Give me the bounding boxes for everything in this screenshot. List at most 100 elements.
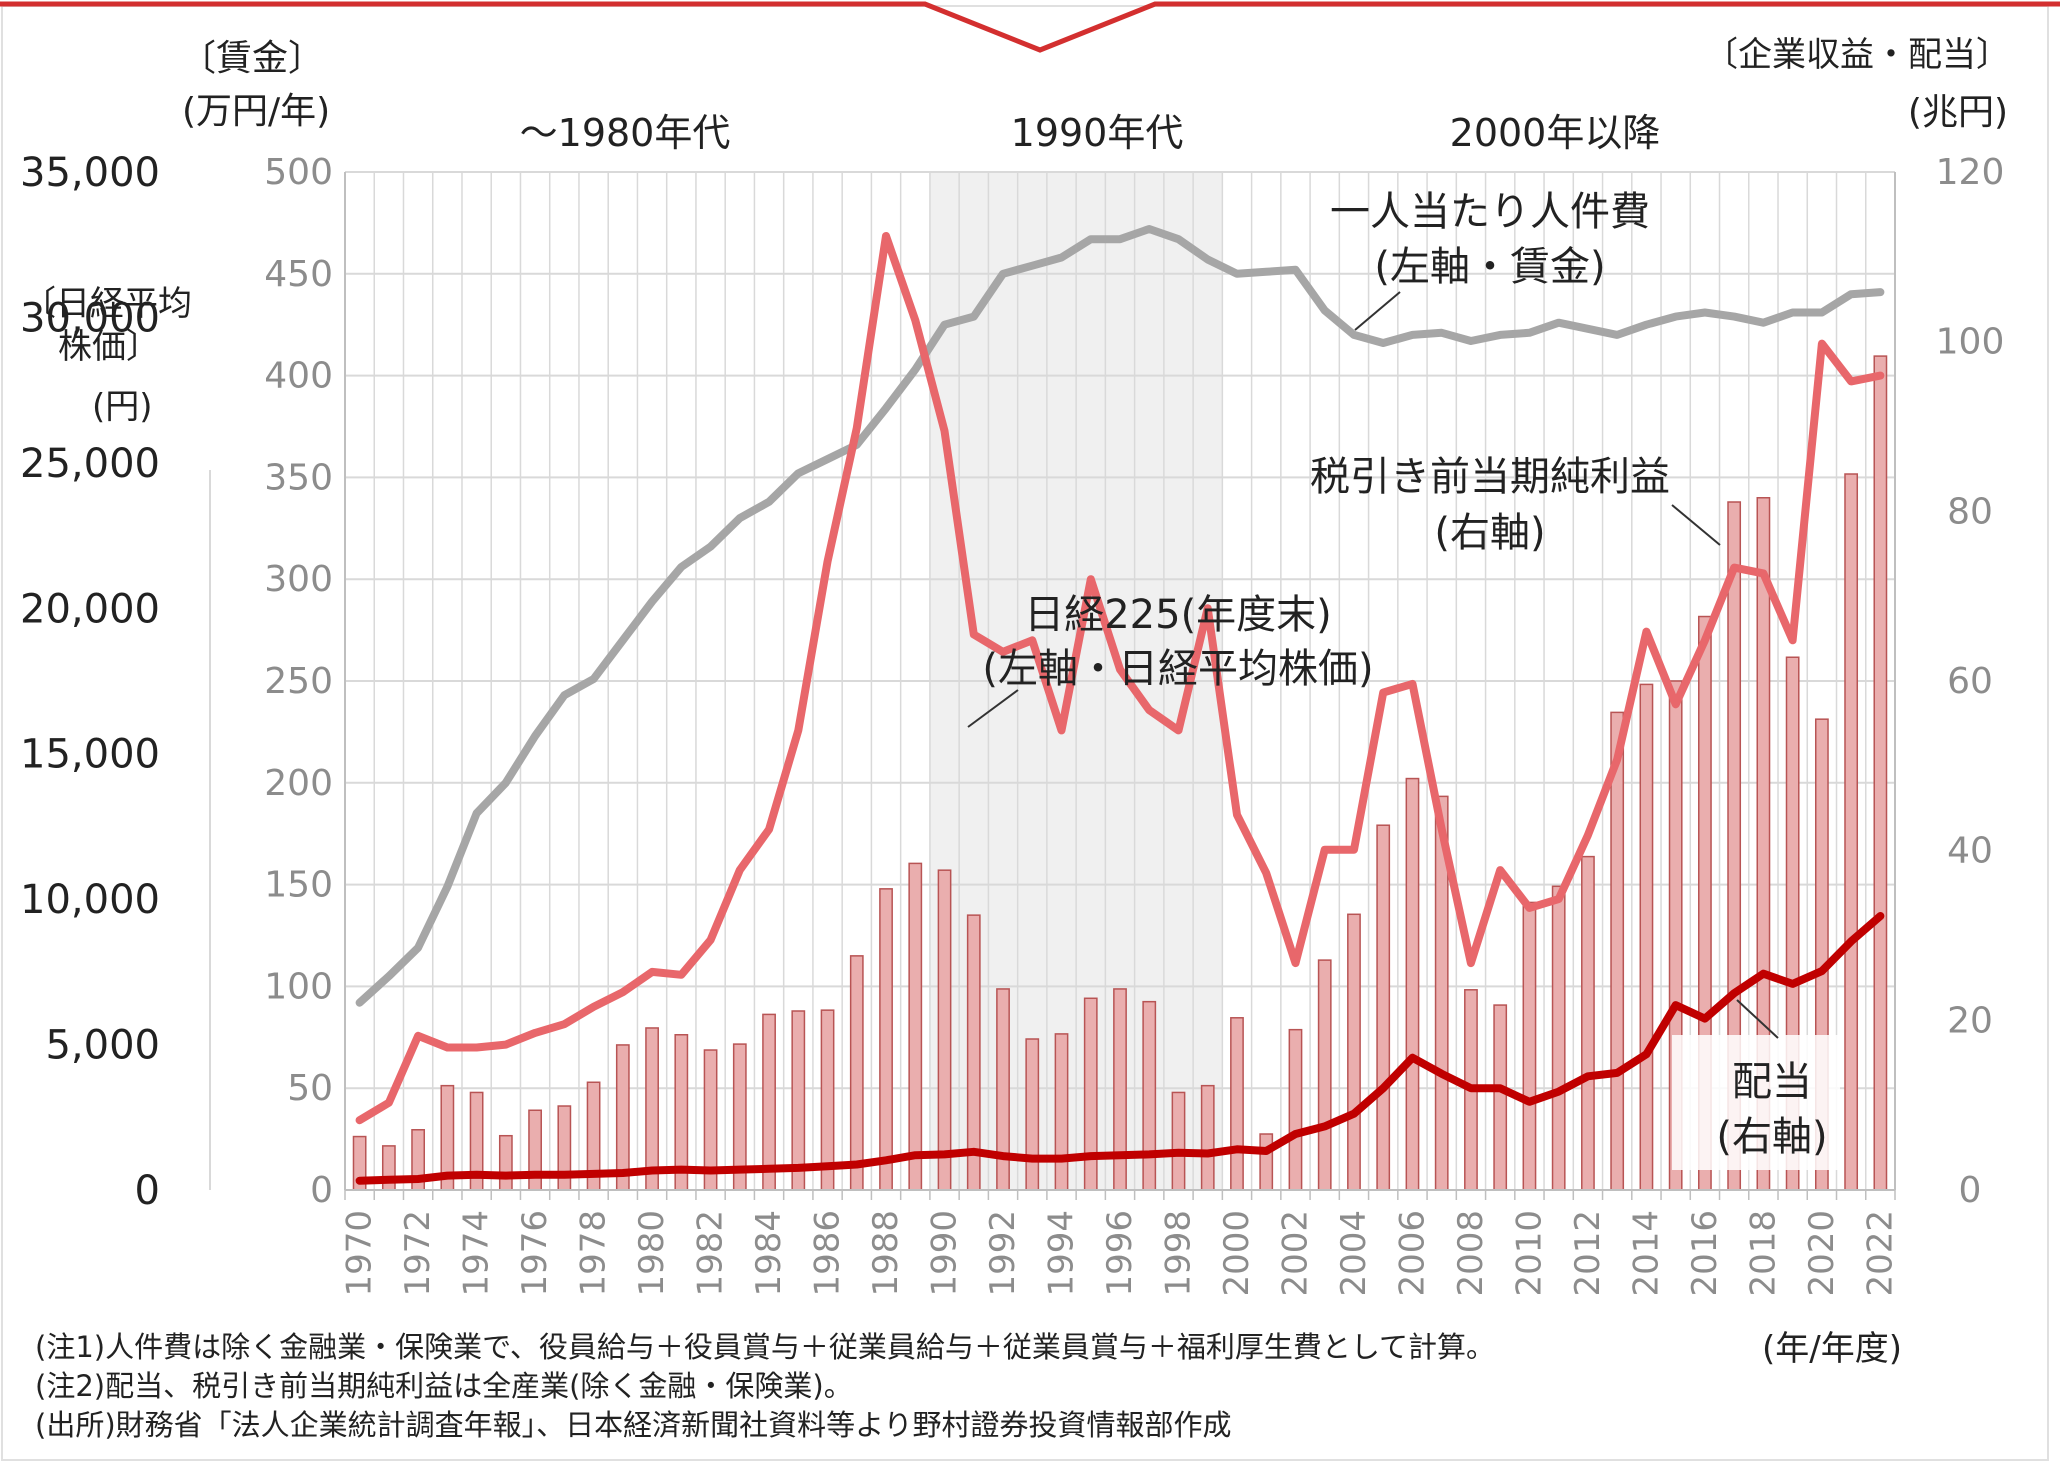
- profit-bar-2004: [1347, 913, 1361, 1191]
- profit-bar-2005: [1376, 824, 1391, 1191]
- annotation-wage-leader: [1354, 291, 1401, 331]
- wage-tick-label: 50: [287, 1068, 333, 1109]
- profit-bar-2009: [1493, 1004, 1508, 1191]
- annotation-dividend-1: 配当: [1732, 1059, 1812, 1105]
- profit-bar-1987: [849, 955, 864, 1191]
- profit-bar-1994: [1054, 1033, 1069, 1191]
- right-tick-label: 0: [1959, 1170, 1982, 1211]
- profit-bar-1985: [791, 1010, 806, 1191]
- annotation-nikkei-2: (左軸・日経平均株価): [982, 646, 1373, 692]
- x-tick-label: 2022: [1860, 1210, 1900, 1297]
- x-tick-label: 1990: [925, 1210, 965, 1297]
- profit-bar-2011: [1551, 885, 1566, 1191]
- x-tick-label: 1988: [866, 1210, 906, 1297]
- x-tick-label: 2000: [1217, 1210, 1257, 1297]
- right-tick-label: 100: [1936, 322, 2005, 363]
- left-axis-title-nikkei-1: 〔日経平均: [22, 284, 192, 324]
- profit-bar-1989: [908, 862, 923, 1191]
- profit-bar-1993: [1025, 1038, 1040, 1191]
- profit-bar-1999: [1200, 1084, 1215, 1191]
- wage-tick-label: 400: [264, 356, 333, 397]
- x-tick-label: 2006: [1392, 1210, 1432, 1297]
- top-frame-line: [0, 1, 2060, 53]
- x-tick-label: 1998: [1158, 1210, 1198, 1297]
- x-tick-label: 2014: [1626, 1210, 1666, 1297]
- nikkei-tick-label: 25,000: [20, 441, 160, 487]
- note-source: (出所)財務省「法人企業統計調査年報」、日本経済新聞社資料等より野村證券投資情報…: [35, 1408, 1232, 1442]
- nikkei-tick-label: 0: [135, 1168, 160, 1214]
- profit-bar-1995: [1083, 997, 1098, 1191]
- nikkei-tick-label: 30,000: [20, 295, 160, 341]
- wage-tick-label: 500: [264, 152, 333, 193]
- annotation-dividend-2: (右軸): [1716, 1114, 1827, 1160]
- x-tick-label: 2020: [1802, 1210, 1842, 1297]
- profit-bar-1984: [762, 1013, 776, 1191]
- wage-tick-label: 350: [264, 457, 333, 498]
- nikkei-line: [355, 232, 1885, 1125]
- dividend-line: [355, 912, 1885, 1185]
- x-tick-label: 2012: [1568, 1210, 1608, 1297]
- right-tick-label: 120: [1936, 152, 2005, 193]
- left-axis-title-wage: 〔賃金〕: [180, 38, 324, 79]
- annotation-dividend-leader: [1736, 999, 1779, 1039]
- x-tick-label: 1976: [515, 1210, 555, 1297]
- note-2: (注2)配当、税引き前当期純利益は全産業(除く金融・保険業)。: [35, 1369, 853, 1403]
- profit-bar-2013: [1610, 711, 1625, 1191]
- era-label-2000s: 2000年以降: [1450, 111, 1661, 155]
- right-tick-label: 60: [1947, 661, 1993, 702]
- profit-bar-2010: [1522, 901, 1537, 1191]
- wage-tick-label: 450: [264, 254, 333, 295]
- x-tick-label: 2018: [1743, 1210, 1783, 1297]
- right-tick-label: 80: [1947, 491, 1993, 532]
- annotation-wage-1: 一人当たり人件費: [1330, 189, 1650, 235]
- nikkei-tick-label: 10,000: [20, 877, 160, 923]
- profit-bar-1979: [615, 1044, 630, 1191]
- x-tick-label: 2004: [1334, 1210, 1374, 1297]
- x-tick-label: 1972: [398, 1210, 438, 1297]
- right-axis-title: 〔企業収益・配当〕: [1704, 35, 2010, 75]
- line-series: [355, 225, 1885, 1185]
- annotation-profit-leader: [1671, 504, 1721, 546]
- nikkei-tick-label: 20,000: [20, 586, 160, 632]
- profit-bar-1997: [1142, 1000, 1157, 1191]
- wage-tick-label: 100: [264, 966, 333, 1007]
- profit-bar-2012: [1581, 855, 1595, 1191]
- nikkei-tick-label: 35,000: [20, 150, 160, 196]
- left-axis-unit-nikkei: (円): [92, 387, 153, 427]
- right-axis-unit: (兆円): [1908, 92, 2008, 133]
- x-tick-label: 1996: [1100, 1210, 1140, 1297]
- wage-tick-label: 150: [264, 865, 333, 906]
- x-tick-label: 1986: [808, 1210, 848, 1297]
- x-tick-label: 1974: [457, 1210, 497, 1297]
- wage-tick-label: 0: [310, 1170, 333, 1211]
- left-axis-unit-wage: (万円/年): [182, 91, 330, 132]
- x-tick-label: 1994: [1042, 1210, 1082, 1297]
- profit-bar-2014: [1639, 683, 1654, 1191]
- profit-bar-2003: [1317, 959, 1332, 1191]
- era-label-1990s: 1990年代: [1011, 111, 1184, 155]
- x-tick-label: 2002: [1275, 1210, 1315, 1297]
- profit-bar-1975: [498, 1134, 513, 1191]
- axis-layer: 05010015020025030035040045050005,00010,0…: [20, 150, 2004, 1297]
- x-tick-label: 1992: [983, 1210, 1023, 1297]
- profit-bar-1990: [937, 869, 952, 1191]
- profit-bar-2002: [1288, 1028, 1303, 1191]
- era-label-1980s: ～1980年代: [520, 111, 731, 155]
- annotation-nikkei-1: 日経225(年度末): [1024, 592, 1332, 638]
- x-tick-label: 1984: [749, 1210, 789, 1297]
- right-tick-label: 20: [1947, 1000, 1993, 1041]
- nikkei-tick-label: 15,000: [20, 732, 160, 778]
- x-tick-label: 1982: [691, 1210, 731, 1297]
- annotation-wage-2: (左軸・賃金): [1374, 244, 1605, 290]
- wage-tick-label: 200: [264, 763, 333, 804]
- profit-bar-2022: [1873, 355, 1888, 1191]
- left-axis-title-nikkei-2: 株価〕: [58, 327, 160, 367]
- annotation-dividend-bg: [1672, 1035, 1840, 1170]
- x-tick-label: 1970: [340, 1210, 380, 1297]
- x-tick-label: 1978: [574, 1210, 614, 1297]
- right-tick-label: 40: [1947, 831, 1993, 872]
- grid-layer: [344, 171, 1896, 1191]
- x-tick-label: 1980: [632, 1210, 672, 1297]
- profit-bar-2001: [1259, 1133, 1274, 1191]
